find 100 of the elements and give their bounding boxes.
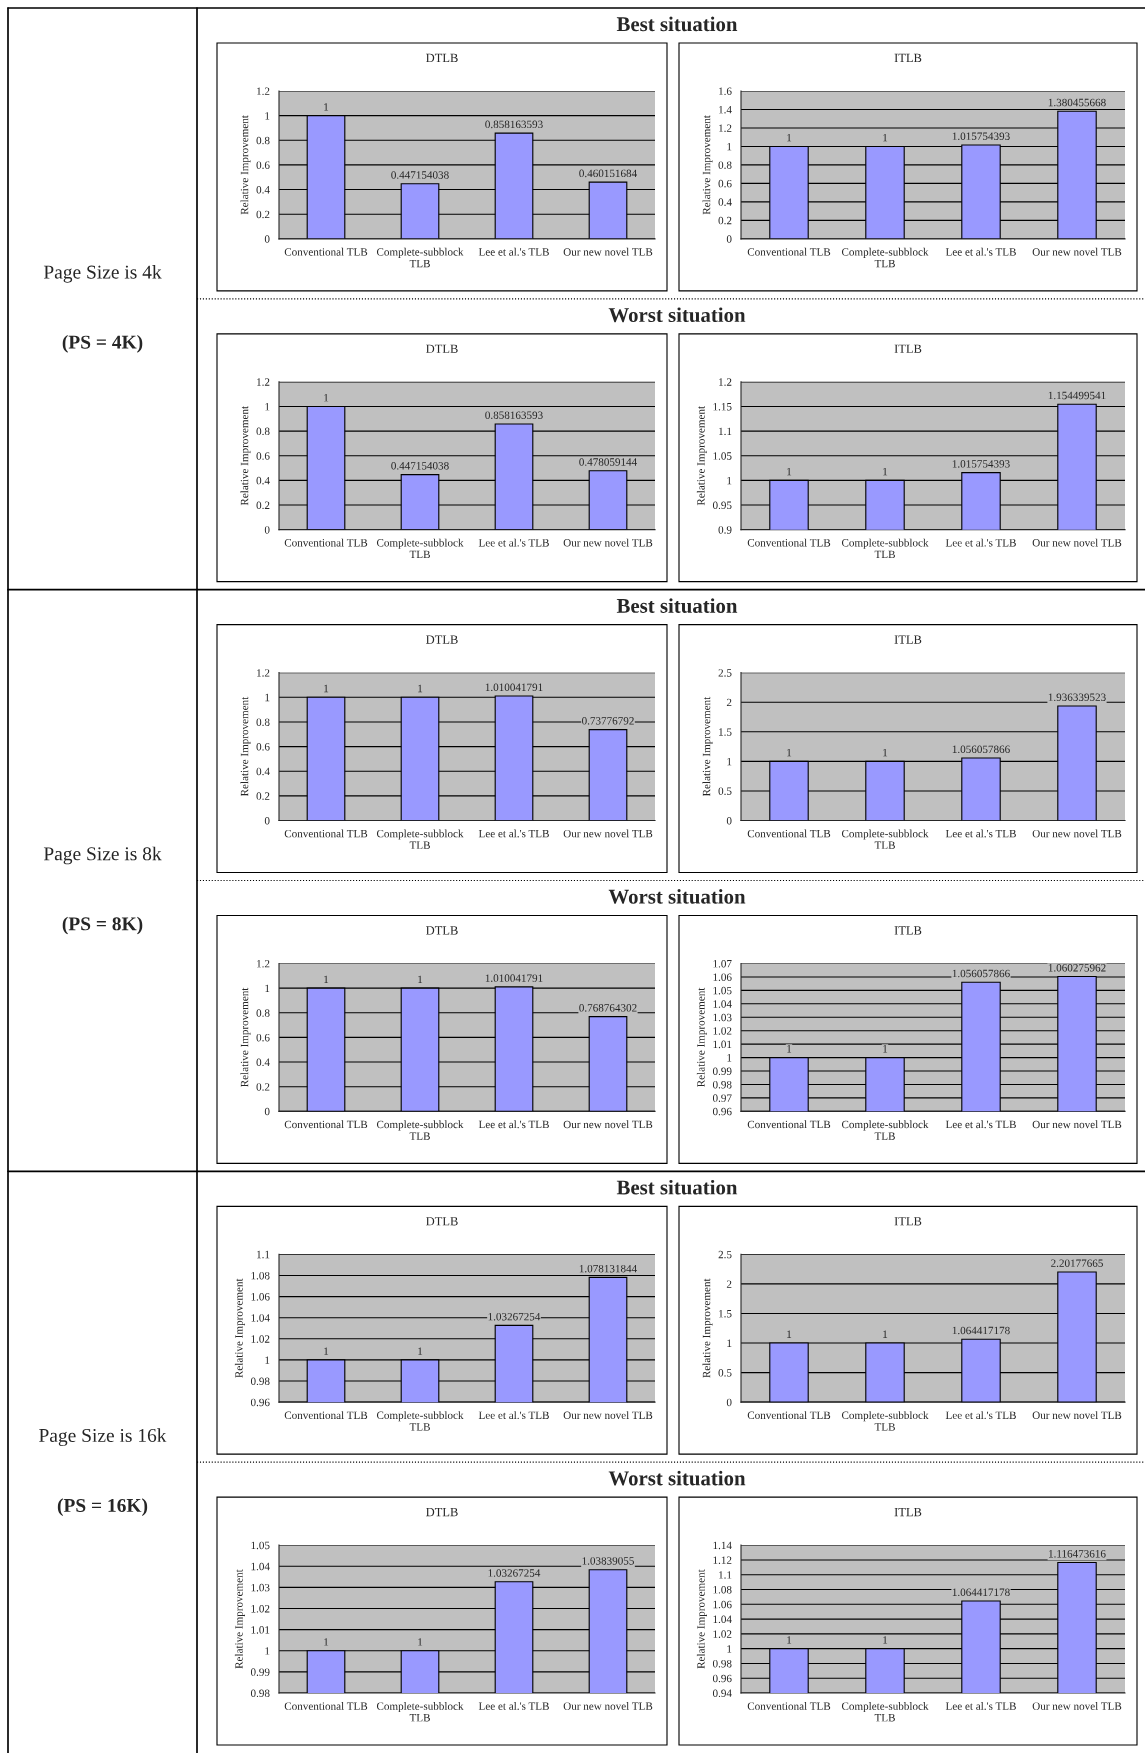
x-tick-label: Conventional TLB (284, 829, 368, 838)
text: Worst situation (608, 889, 746, 904)
text: Best situation (616, 1179, 738, 1195)
data-label: 0.447154038 (391, 462, 449, 470)
data-label: 1 (787, 133, 792, 142)
x-tick-label: Conventional TLB (747, 829, 831, 838)
y-tick-label: 0.4 (256, 476, 270, 485)
y-tick-label: 0 (264, 235, 270, 243)
data-label: 1.154499541 (1048, 391, 1106, 400)
x-tick-label: Lee et al.'s TLB (478, 538, 549, 547)
y-tick-label: 0.2 (256, 1083, 270, 1091)
y-tick-label: 1.5 (719, 728, 732, 736)
data-label: 1.116473616 (1049, 1550, 1106, 1558)
text: (PS = 8K) (62, 916, 143, 935)
data-label: 1 (883, 467, 888, 476)
chart-title: ITLB (894, 344, 922, 353)
y-tick-label: 0.6 (256, 161, 270, 169)
data-label: 1 (883, 748, 888, 757)
x-tick-label: Lee et al.'s TLB (945, 538, 1016, 547)
y-tick-label: 1.1 (257, 1250, 270, 1259)
x-tick-label: Conventional TLB (747, 1702, 831, 1710)
x-tick-label: Lee et al.'s TLB (478, 1120, 549, 1129)
y-tick-label: 0.8 (256, 136, 270, 145)
y-tick-label: 1 (265, 1356, 270, 1364)
y-tick-label: 0 (726, 1398, 732, 1407)
y-tick-label: 0.6 (256, 1033, 270, 1042)
y-tick-label: 0 (264, 526, 270, 534)
y-tick-label: 0.96 (712, 1107, 732, 1116)
y-tick-label: 1.05 (713, 452, 732, 460)
y-tick-label: 0.8 (256, 1009, 270, 1017)
data-label: 1 (787, 467, 792, 476)
y-tick-label: 0.98 (250, 1689, 270, 1698)
y-tick-label: 1.01 (251, 1626, 270, 1634)
y-tick-label: 1.1 (719, 427, 732, 436)
data-label: 1.03267254 (488, 1312, 541, 1321)
x-tick-label: Conventional TLB (284, 1702, 368, 1710)
data-label: 0.768764302 (579, 1004, 637, 1012)
y-tick-label: 0.4 (718, 198, 732, 206)
y-tick-label: 0.8 (256, 718, 270, 726)
y-tick-label: 1.02 (251, 1335, 270, 1343)
y-tick-label: 0.98 (712, 1080, 732, 1089)
data-label: 0.73776792 (582, 717, 634, 725)
x-tick-label: Our new novel TLB (563, 1120, 653, 1129)
y-tick-label: 1 (727, 142, 732, 151)
y-tick-label: 0.6 (718, 179, 732, 188)
y-tick-label: 1 (265, 1647, 270, 1655)
x-tick-label: Lee et al.'s TLB (478, 1702, 549, 1710)
text: Page Size is 8k (43, 846, 162, 865)
x-tick-label: Complete-subblock TLB (376, 829, 464, 849)
x-tick-label: Conventional TLB (284, 1120, 368, 1129)
y-tick-label: 1.08 (713, 1585, 732, 1594)
x-tick-label: Complete-subblock TLB (376, 247, 464, 268)
data-label: 1.015754393 (952, 460, 1010, 468)
y-tick-label: 1.5 (719, 1309, 732, 1318)
y-tick-label: 2 (726, 698, 732, 707)
y-axis-title: Relative Improvement (696, 1569, 707, 1669)
data-label: 1.060275962 (1048, 964, 1106, 972)
x-tick-label: Complete-subblock TLB (841, 538, 929, 559)
y-tick-label: 1.03 (713, 1013, 732, 1022)
y-tick-label: 1 (727, 757, 732, 766)
x-tick-label: Complete-subblock TLB (841, 1120, 929, 1140)
x-tick-label: Our new novel TLB (563, 538, 653, 547)
y-tick-label: 0.2 (256, 792, 270, 800)
text: Page Size is 4k (43, 264, 162, 283)
x-tick-label: Complete-subblock TLB (376, 538, 464, 559)
y-tick-label: 1.06 (713, 973, 732, 981)
data-label: 1.064417178 (952, 1588, 1010, 1597)
y-tick-label: 0.6 (256, 743, 270, 751)
y-tick-label: 0.2 (256, 210, 270, 219)
data-label: 1.03267254 (488, 1569, 541, 1577)
y-tick-label: 0.4 (256, 186, 270, 194)
y-tick-label: 0 (726, 816, 732, 825)
data-label: 1 (324, 393, 329, 402)
y-tick-label: 1.04 (251, 1562, 270, 1571)
chart-title: DTLB (426, 1507, 458, 1517)
y-axis-title: Relative Improvement (696, 987, 707, 1087)
y-tick-label: 1.1 (719, 1571, 732, 1579)
y-tick-label: 0.4 (256, 767, 270, 776)
x-tick-label: Lee et al.'s TLB (478, 1411, 549, 1420)
x-tick-label: Complete-subblock TLB (841, 1702, 929, 1722)
data-label: 1.078131844 (579, 1264, 637, 1273)
y-axis-title: Relative Improvement (240, 696, 251, 797)
data-label: 1 (883, 1330, 888, 1338)
data-label: 1.936339523 (1048, 693, 1106, 702)
x-tick-label: Our new novel TLB (563, 1411, 653, 1420)
y-tick-label: 1 (265, 984, 270, 992)
chart-title: DTLB (426, 635, 458, 644)
y-axis-title: Relative Improvement (240, 405, 251, 506)
x-tick-label: Lee et al.'s TLB (478, 829, 549, 838)
y-axis-title: Relative Improvement (240, 115, 251, 215)
y-tick-label: 1 (727, 476, 732, 485)
y-tick-label: 1.03 (251, 1583, 270, 1592)
y-tick-label: 0.95 (712, 501, 732, 510)
x-tick-label: Complete-subblock TLB (376, 1411, 464, 1431)
y-tick-label: 1.4 (719, 106, 732, 114)
data-label: 1 (883, 1636, 888, 1644)
y-tick-label: 1.12 (713, 1556, 732, 1564)
chart-title: DTLB (426, 1217, 458, 1226)
y-tick-label: 1.2 (719, 124, 732, 132)
text: (PS = 4K) (62, 335, 143, 353)
